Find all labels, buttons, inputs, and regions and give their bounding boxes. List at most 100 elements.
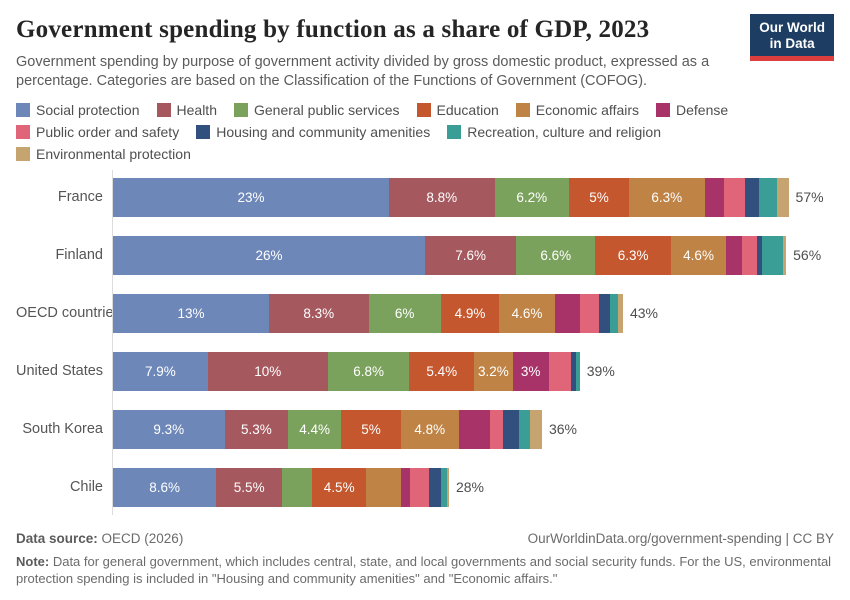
bar-segment[interactable]: 5%: [568, 177, 629, 217]
bar-segment[interactable]: 5.3%: [224, 409, 289, 449]
country-label[interactable]: United States: [16, 363, 104, 380]
bar-segment[interactable]: [618, 293, 623, 333]
country-label[interactable]: France: [57, 189, 103, 206]
bar-segment[interactable]: 6.8%: [327, 351, 410, 391]
bar-segment[interactable]: [609, 293, 619, 333]
bar-segment[interactable]: [571, 351, 576, 391]
bar-segment[interactable]: 6.3%: [628, 177, 705, 217]
bar-segment[interactable]: 3%: [512, 351, 549, 391]
bar-segment[interactable]: 7.9%: [113, 351, 208, 391]
legend-swatch: [196, 124, 211, 139]
legend-swatch: [156, 102, 171, 117]
bar-segment[interactable]: 4.8%: [400, 409, 459, 449]
segment-value-label: 6.6%: [540, 247, 572, 263]
bar-segment[interactable]: [741, 235, 758, 275]
legend-item[interactable]: Housing and community amenities: [196, 124, 430, 140]
y-axis-line: [112, 169, 113, 515]
bar-segment[interactable]: 5.4%: [409, 351, 475, 391]
bar-segment[interactable]: 13%: [113, 293, 269, 333]
bar-segment[interactable]: [782, 235, 787, 275]
bar-segment[interactable]: [518, 409, 530, 449]
bar-segment[interactable]: [489, 409, 503, 449]
bar-segment[interactable]: [409, 467, 430, 507]
bar-segment[interactable]: 23%: [113, 177, 389, 217]
bar-segment[interactable]: [726, 235, 742, 275]
bar-segment[interactable]: 7.6%: [425, 235, 517, 275]
bar-segment[interactable]: [575, 351, 580, 391]
bar-segment[interactable]: 26%: [113, 235, 425, 275]
legend-item[interactable]: Defense: [656, 102, 728, 118]
bar-total-label: 36%: [548, 421, 577, 438]
bar-row: OECD countries 13% 8.3% 6% 4.9% 4.6% 43%: [16, 293, 834, 333]
legend-item[interactable]: Public order and safety: [16, 124, 179, 140]
bar-segment[interactable]: 5.5%: [216, 467, 283, 507]
bar-segment[interactable]: [704, 177, 724, 217]
bar-segment[interactable]: [529, 409, 542, 449]
bar-segment[interactable]: 10%: [207, 351, 328, 391]
segment-value-label: 4.8%: [414, 421, 446, 437]
bar-segment[interactable]: [282, 467, 313, 507]
segment-value-label: 4.4%: [299, 421, 330, 437]
bar-segment[interactable]: 6%: [368, 293, 441, 333]
bar-segment[interactable]: [745, 177, 759, 217]
bar-segment[interactable]: [758, 177, 777, 217]
footnote-prefix: Note:: [16, 553, 50, 569]
bar-segment[interactable]: 4.5%: [312, 467, 367, 507]
bar-segment[interactable]: 6.2%: [494, 177, 569, 217]
bar-segment[interactable]: [502, 409, 519, 449]
legend-item[interactable]: Education: [416, 101, 499, 118]
segment-value-label: 5%: [589, 189, 609, 205]
bar-segment[interactable]: [598, 293, 610, 333]
legend-item[interactable]: Recreation, culture and religion: [447, 124, 661, 140]
legend-label: Economic affairs: [535, 101, 640, 118]
footnote: Note: Data for general government, which…: [16, 553, 834, 588]
country-label[interactable]: OECD countries: [16, 305, 121, 322]
legend-item[interactable]: Health: [156, 102, 217, 118]
segment-value-label: 4.9%: [454, 305, 486, 321]
bar-segment[interactable]: [446, 467, 449, 507]
segment-value-label: 5%: [361, 421, 381, 437]
bar-segment[interactable]: 4.6%: [499, 293, 555, 333]
bar-segment[interactable]: 6.6%: [516, 235, 596, 275]
bar-rows: France 23% 8.8% 6.2% 5% 6.3% 57% Finland 26% 7.6%…: [16, 177, 834, 507]
bar-segment[interactable]: 3.2%: [474, 351, 513, 391]
segment-value-label: 6.2%: [516, 189, 548, 205]
bar-segment[interactable]: [757, 235, 763, 275]
bar-segment[interactable]: [762, 235, 783, 275]
legend-label: General public services: [253, 101, 400, 118]
bar-segment[interactable]: [458, 409, 490, 449]
legend-swatch: [656, 102, 671, 117]
segment-value-label: 26%: [255, 247, 283, 263]
segment-value-label: 6.8%: [353, 363, 384, 379]
bar-segment[interactable]: [429, 467, 441, 507]
bar-segment[interactable]: 9.3%: [113, 409, 225, 449]
bar-segment[interactable]: 4.9%: [440, 293, 500, 333]
owid-link[interactable]: OurWorldinData.org/government-spending |…: [527, 530, 834, 546]
bar-segment[interactable]: [723, 177, 746, 217]
legend-item[interactable]: Social protection: [16, 102, 140, 118]
bar-segment[interactable]: [579, 293, 599, 333]
country-label[interactable]: Chile: [69, 479, 103, 496]
bar-row: France 23% 8.8% 6.2% 5% 6.3% 57%: [16, 177, 834, 217]
stacked-bar: 13% 8.3% 6% 4.9% 4.6%: [113, 293, 623, 333]
bar-segment[interactable]: 4.4%: [288, 409, 341, 449]
bar-segment[interactable]: 8.3%: [269, 293, 369, 333]
bar-segment[interactable]: [440, 467, 447, 507]
bar-segment[interactable]: [548, 351, 572, 391]
bar-segment[interactable]: 6.3%: [595, 235, 671, 275]
bar-segment[interactable]: 8.8%: [389, 177, 495, 217]
bar-segment[interactable]: [554, 293, 580, 333]
legend-item[interactable]: Economic affairs: [515, 101, 640, 118]
bar-segment[interactable]: [400, 467, 410, 507]
legend: Social protection Health General public se…: [16, 102, 834, 162]
bar-segment[interactable]: [366, 467, 401, 507]
legend-label: Education: [436, 101, 499, 118]
legend-item[interactable]: General public services: [233, 101, 400, 118]
bar-segment[interactable]: 4.6%: [670, 235, 727, 275]
legend-item[interactable]: Environmental protection: [16, 146, 191, 162]
country-label[interactable]: South Korea: [22, 421, 103, 438]
bar-segment[interactable]: 5%: [340, 409, 401, 449]
bar-segment[interactable]: 8.6%: [113, 467, 217, 507]
country-label[interactable]: Finland: [55, 247, 103, 264]
bar-segment[interactable]: [776, 177, 789, 217]
